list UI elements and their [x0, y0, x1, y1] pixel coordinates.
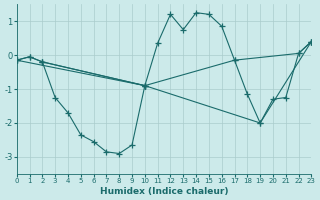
X-axis label: Humidex (Indice chaleur): Humidex (Indice chaleur) — [100, 187, 228, 196]
